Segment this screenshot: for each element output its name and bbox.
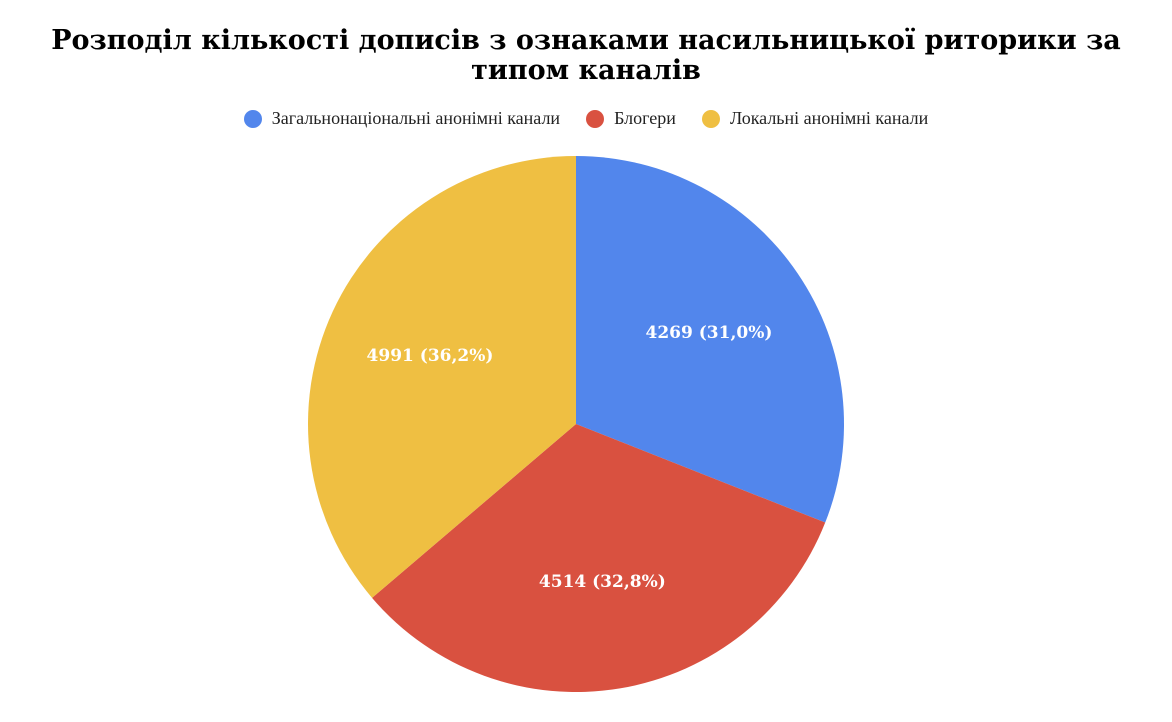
slice-value-label: 4514 (32,8%) [539, 572, 666, 592]
legend-swatch [243, 109, 262, 128]
chart-title: Розподіл кількості дописів з ознаками на… [51, 25, 1121, 86]
legend-item-local-anonymous[interactable]: Локальні анонімні канали [701, 108, 929, 129]
legend-item-bloggers[interactable]: Блогери [586, 108, 676, 129]
legend-label: Локальні анонімні канали [729, 108, 929, 128]
pie-slice-local-anonymous[interactable] [307, 156, 576, 598]
legend-swatch [586, 109, 605, 128]
legend-swatch [701, 109, 720, 128]
slice-value-label: 4269 (31,0%) [646, 323, 773, 343]
pie-slice-bloggers[interactable] [372, 424, 826, 693]
slice-value-label: 4991 (36,2%) [367, 346, 494, 366]
legend: Загальнонаціональні анонімні канали Блог… [0, 108, 1172, 129]
legend-label: Загальнонаціональні анонімні канали [271, 108, 561, 128]
pie-slice-national-anonymous[interactable] [576, 156, 844, 523]
legend-item-national-anonymous[interactable]: Загальнонаціональні анонімні канали [243, 108, 561, 129]
legend-label: Блогери [614, 108, 676, 128]
